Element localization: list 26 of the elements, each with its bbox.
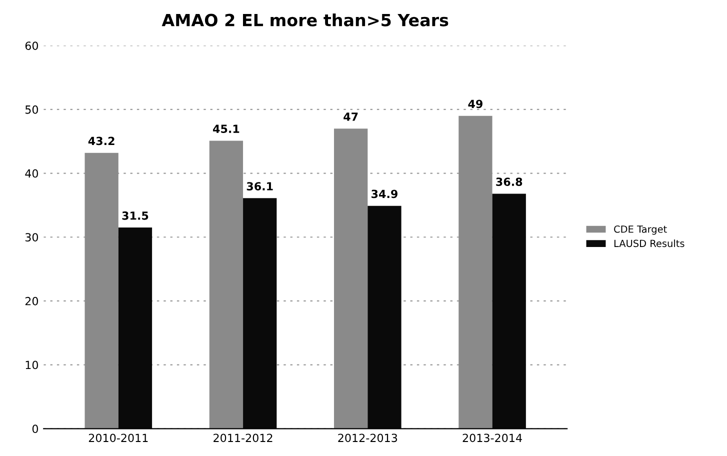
y-tick-label: 0 — [32, 424, 38, 434]
legend-label: CDE Target — [614, 225, 667, 235]
y-tick-label: 40 — [25, 169, 38, 178]
y-tick-label: 30 — [25, 233, 38, 242]
bar — [458, 116, 492, 429]
bar — [334, 128, 368, 429]
y-tick-label: 50 — [25, 105, 38, 114]
legend-label: LAUSD Results — [614, 240, 684, 248]
data-label: 49 — [468, 100, 482, 108]
data-label: 31.5 — [122, 211, 148, 220]
x-tick-label: 2011-2012 — [214, 434, 272, 442]
data-label: 43.2 — [88, 136, 114, 146]
data-label: 36.8 — [496, 178, 522, 186]
data-label: 34.9 — [372, 190, 398, 198]
x-tick-label: 2010-2011 — [88, 434, 148, 442]
x-tick-label: 2012-2013 — [338, 434, 398, 442]
bar — [209, 140, 244, 429]
data-label: 47 — [344, 112, 358, 121]
x-tick-label: 2013-2014 — [462, 434, 522, 442]
y-tick-label: 20 — [25, 296, 38, 306]
chart-title: AMAO 2 EL more than>5 Years — [162, 13, 448, 26]
y-tick-label: 10 — [26, 360, 38, 370]
bar — [84, 152, 118, 429]
y-tick-label: 60 — [25, 42, 38, 50]
data-label: 36.1 — [246, 182, 273, 190]
data-label: 45.1 — [212, 124, 240, 134]
